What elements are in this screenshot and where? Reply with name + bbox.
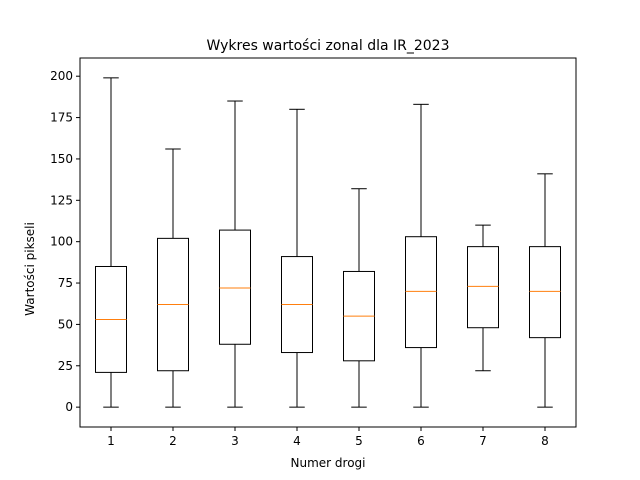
x-tick-label: 1 — [107, 434, 115, 448]
chart-title: Wykres wartości zonal dla IR_2023 — [207, 38, 450, 54]
plot-area: 0 25 50 75 100 125 150 175 200 1 2 3 4 5 6 7 8 — [50, 57, 577, 448]
x-tick-label: 2 — [169, 434, 177, 448]
y-tick-label: 175 — [50, 111, 73, 125]
y-tick-label: 200 — [50, 69, 73, 83]
y-tick-label: 125 — [50, 193, 73, 207]
y-tick-label: 100 — [50, 235, 73, 249]
box-6 — [405, 236, 437, 349]
x-tick-label: 4 — [293, 434, 301, 448]
y-tick-label: 0 — [65, 400, 73, 414]
box-7 — [467, 246, 499, 329]
box-3 — [219, 229, 251, 345]
box-8 — [529, 246, 561, 339]
x-axis-label: Numer drogi — [291, 456, 366, 470]
y-axis-label: Wartości pikseli — [23, 222, 37, 316]
y-tick-label: 50 — [58, 317, 73, 331]
y-tick-label: 75 — [58, 276, 73, 290]
x-tick-label: 3 — [231, 434, 239, 448]
x-tick-label: 7 — [479, 434, 487, 448]
x-tick-label: 6 — [417, 434, 425, 448]
axes-frame — [79, 57, 577, 428]
y-tick-label: 150 — [50, 152, 73, 166]
x-tick-label: 5 — [355, 434, 363, 448]
y-tick-label: 25 — [58, 359, 73, 373]
x-tick-label: 8 — [541, 434, 549, 448]
